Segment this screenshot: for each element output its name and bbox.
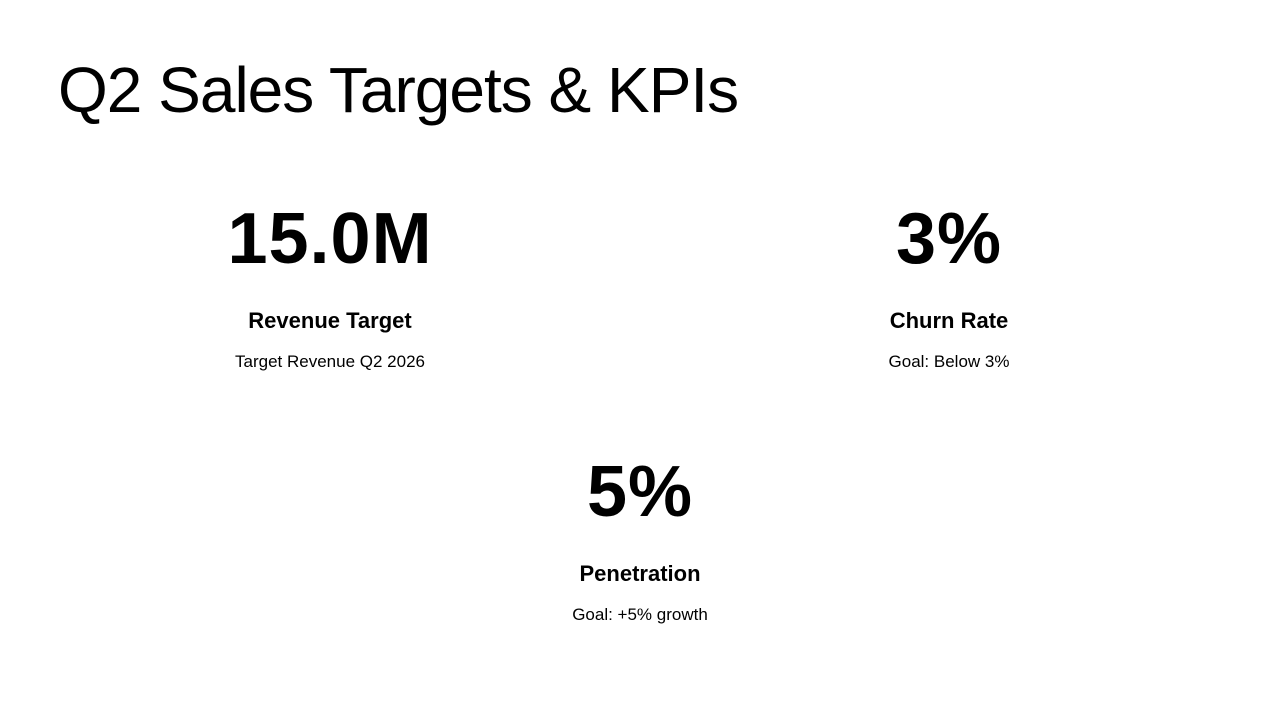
kpi-label: Churn Rate <box>889 308 1009 333</box>
kpi-value: 5% <box>586 452 694 532</box>
kpi-churn-rate: 3% Churn Rate Goal: Below 3% <box>749 197 1149 373</box>
kpi-revenue-target: 15.0M Revenue Target Target Revenue Q2 2… <box>130 197 530 373</box>
kpi-description: Goal: Below 3% <box>888 352 1010 371</box>
kpi-label: Penetration <box>579 561 701 586</box>
kpi-description: Goal: +5% growth <box>572 605 708 624</box>
slide-title: Q2 Sales Targets & KPIs <box>58 54 739 126</box>
kpi-description: Target Revenue Q2 2026 <box>235 352 425 371</box>
kpi-value: 3% <box>895 199 1003 279</box>
kpi-value: 15.0M <box>227 199 433 279</box>
kpi-label: Revenue Target <box>248 308 412 333</box>
kpi-penetration: 5% Penetration Goal: +5% growth <box>440 450 840 626</box>
